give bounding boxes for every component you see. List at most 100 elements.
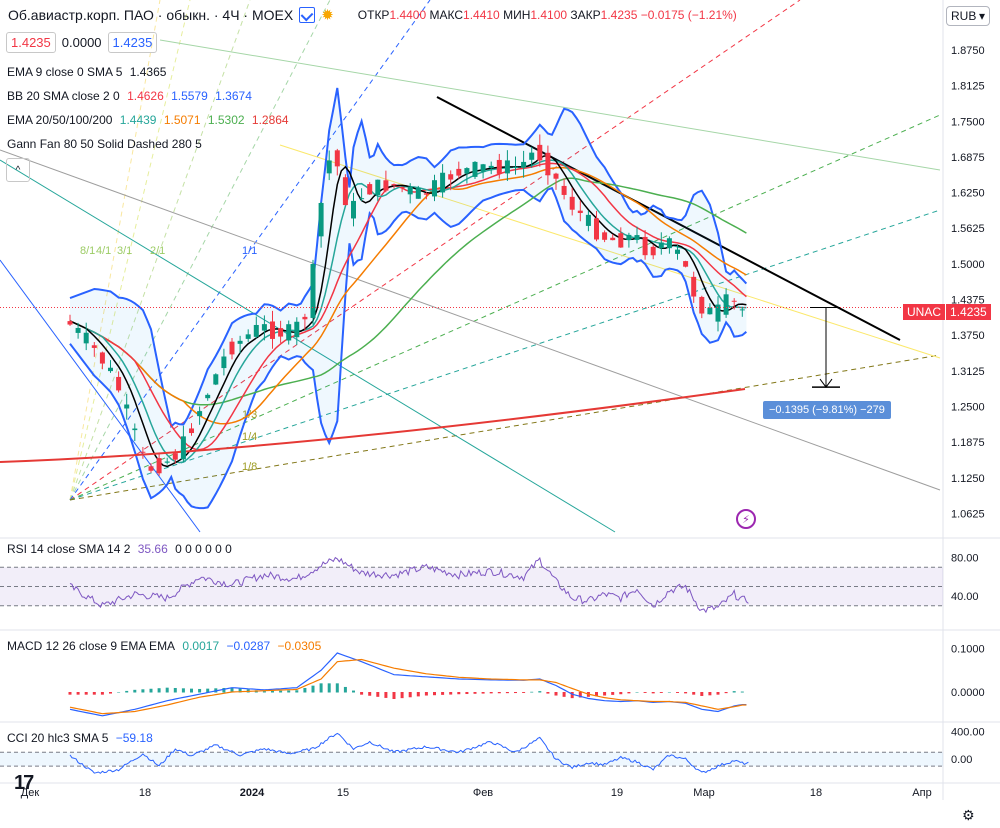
measure-arrowhead <box>819 378 833 388</box>
candle-body <box>99 352 105 364</box>
macd-histogram-bar <box>522 692 526 693</box>
macd-histogram-bar <box>311 685 315 693</box>
trend-line <box>159 39 941 171</box>
macd-histogram-bar <box>206 688 210 693</box>
macd-histogram-bar <box>538 691 542 693</box>
macd-histogram-bar <box>514 692 517 694</box>
tradingview-logo[interactable]: 17 <box>14 772 34 794</box>
price-tick-label: 1.5000 <box>951 259 985 271</box>
macd-value: −0.0287 <box>226 639 271 653</box>
legend-cci[interactable]: CCI 20 hlc3 SMA 5 −59.18 <box>7 731 157 745</box>
candle-body <box>691 276 697 297</box>
macd-histogram-bar <box>165 687 169 693</box>
candle-body <box>172 453 178 460</box>
low-value: 1.4100 <box>530 8 568 22</box>
candle-body <box>245 334 251 339</box>
macd-histogram-bar <box>740 691 744 693</box>
candle-body <box>602 232 608 240</box>
macd-histogram-bar <box>400 692 404 699</box>
candle-body <box>351 200 356 219</box>
macd-histogram-bar <box>651 692 655 694</box>
macd-histogram-bar <box>117 692 121 693</box>
candle-body <box>642 236 648 256</box>
currency-selector[interactable]: RUB ▾ <box>946 6 990 26</box>
macd-histogram-bar <box>416 692 420 697</box>
ema-multi-label: EMA 20/50/100/200 <box>7 113 113 127</box>
spread-value: 0.0000 <box>61 35 102 50</box>
candle-body <box>675 249 680 254</box>
gear-icon[interactable]: ⚙ <box>962 807 975 823</box>
candle-body <box>521 161 527 168</box>
macd-histogram-bar <box>611 692 615 695</box>
macd-histogram-bar <box>157 688 161 693</box>
candle-body <box>383 180 389 191</box>
ema50-line <box>69 166 747 425</box>
macd-histogram-bar <box>684 692 688 694</box>
price-tick-label: 1.3750 <box>951 330 985 342</box>
gann-fan-line <box>69 0 431 501</box>
price-tick-label: 1.2500 <box>951 402 985 414</box>
candle-body <box>415 187 421 199</box>
macd-histogram-bar <box>141 689 145 693</box>
candle-body <box>496 159 502 174</box>
macd-label: MACD 12 26 close 9 EMA EMA <box>7 639 176 653</box>
price-tick-label: 1.3125 <box>951 366 985 378</box>
candle-body <box>472 161 478 177</box>
close-value: 1.4235 <box>600 8 638 22</box>
time-tick-label: 18 <box>139 787 151 799</box>
legend-macd[interactable]: MACD 12 26 close 9 EMA EMA 0.0017 −0.028… <box>7 639 325 653</box>
candle-body <box>302 316 308 320</box>
legend-ema-multi[interactable]: EMA 20/50/100/200 1.4439 1.5071 1.5302 1… <box>7 113 293 127</box>
candle-body <box>707 307 713 315</box>
macd-histogram-bar <box>392 692 396 699</box>
buy-price-box[interactable]: 1.4235 <box>107 32 158 53</box>
candle-body <box>577 210 583 214</box>
candle-body <box>132 428 138 431</box>
macd-histogram-bar <box>271 690 274 693</box>
bollinger-upper <box>69 87 748 429</box>
gann-fan-label: 1/4 <box>242 431 257 443</box>
candle-body <box>731 300 737 302</box>
symbol-title[interactable]: Об.авиастр.корп. ПАО · обыкн. · 4Ч · MOE… <box>8 7 294 23</box>
macd-histogram-bar <box>708 692 712 696</box>
cci-line <box>69 732 749 774</box>
legend-bb[interactable]: BB 20 SMA close 2 0 1.4626 1.5579 1.3674 <box>7 89 256 103</box>
macd-histogram-bar <box>303 687 307 693</box>
rsi-extra-values: 0 0 0 0 0 0 <box>175 542 232 556</box>
macd-histogram-bar <box>546 692 550 694</box>
legend-rsi[interactable]: RSI 14 close SMA 14 2 35.66 0 0 0 0 0 0 <box>7 542 236 556</box>
price-tick-label: 1.6250 <box>951 188 985 200</box>
bollinger-lower <box>69 186 747 510</box>
price-tick-label: 1.7500 <box>951 116 985 128</box>
sell-price-box[interactable]: 1.4235 <box>6 32 56 53</box>
candle-body <box>156 458 162 474</box>
macd-histogram-bar <box>100 692 104 695</box>
candle-body <box>278 328 284 337</box>
price-tick-label: 1.6875 <box>951 152 985 164</box>
macd-histogram-bar <box>287 690 291 693</box>
checkmark-icon[interactable] <box>299 7 316 23</box>
macd-histogram-bar <box>489 692 493 694</box>
ema9-label: EMA 9 close 0 SMA 5 <box>7 65 123 79</box>
macd-histogram-bar <box>319 683 323 693</box>
lightning-icon[interactable]: ⚡ <box>736 509 756 529</box>
sun-icon: ✹ <box>321 7 334 24</box>
candle-body <box>359 198 365 200</box>
macd-histogram-bar <box>627 692 631 694</box>
candle-body <box>180 436 186 460</box>
ohlc-values: ОТКР1.4400 МАКС1.4410 МИН1.4100 ЗАКР1.42… <box>358 8 737 22</box>
macd-histogram-bar <box>570 692 574 699</box>
macd-histogram-bar <box>352 690 355 693</box>
macd-histogram-bar <box>700 692 704 696</box>
high-label: МАКС <box>429 8 464 22</box>
collapse-legend-button[interactable]: ^ <box>6 158 30 182</box>
legend-gann[interactable]: Gann Fan 80 50 Solid Dashed 280 5 <box>7 137 206 151</box>
price-tick-label: 1.1250 <box>951 473 985 485</box>
legend-ema9[interactable]: EMA 9 close 0 SMA 5 1.4365 <box>7 65 170 79</box>
close-label: ЗАКР <box>570 8 601 22</box>
macd-histogram-bar <box>433 692 436 696</box>
candle-body <box>650 246 656 256</box>
macd-histogram-bar <box>424 692 428 696</box>
candle-body <box>375 179 381 195</box>
